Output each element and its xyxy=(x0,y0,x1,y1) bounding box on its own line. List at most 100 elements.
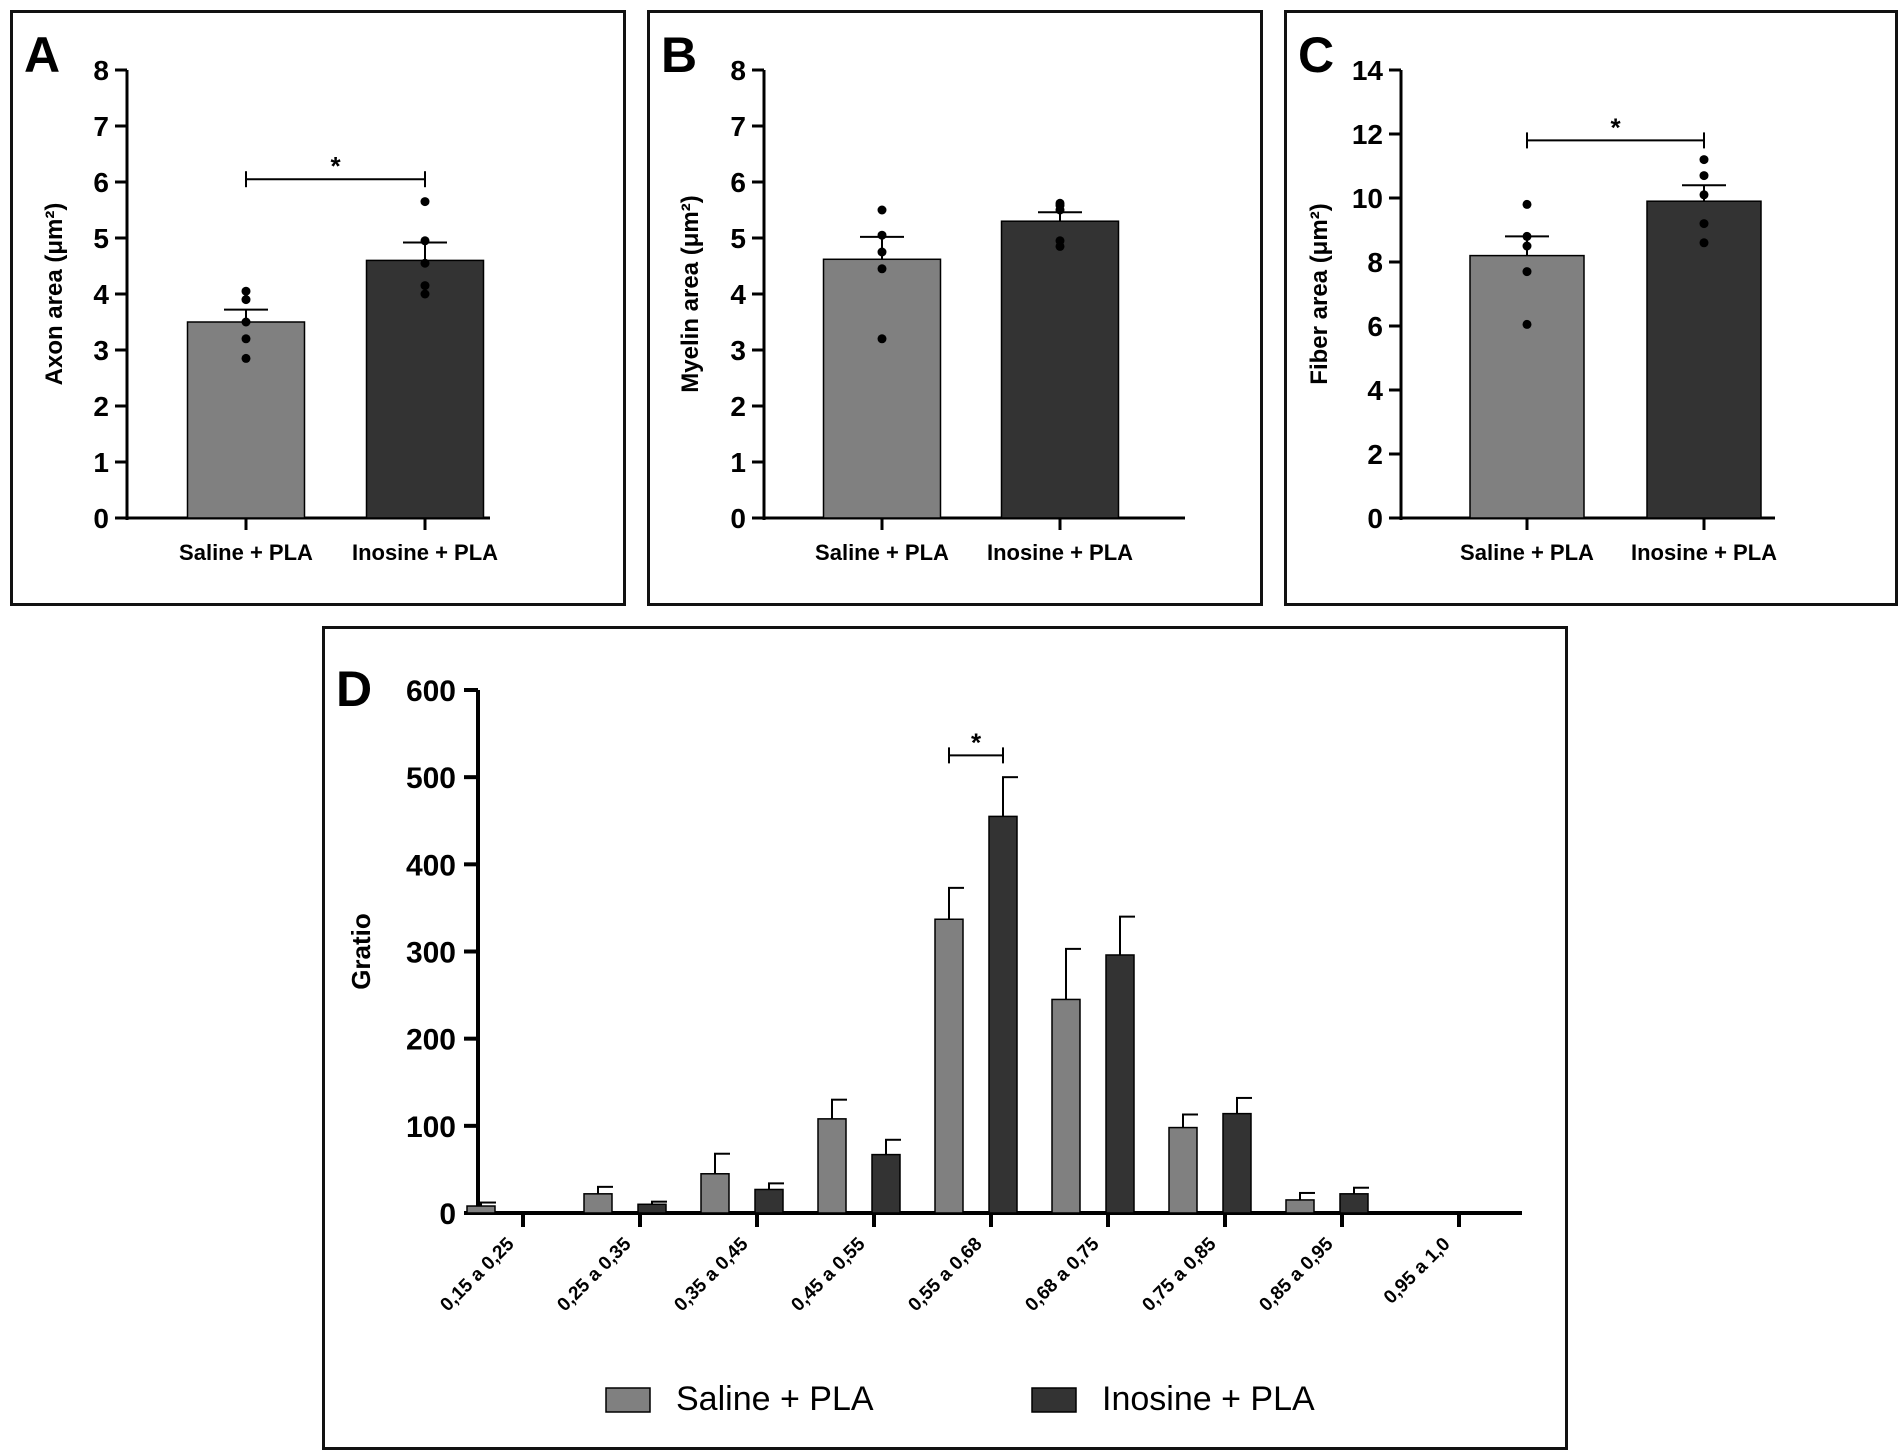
y-tick-label: 8 xyxy=(93,55,109,86)
panel-letter: A xyxy=(24,27,60,83)
x-category-label: 0,75 a 0,85 xyxy=(1138,1233,1220,1315)
data-point xyxy=(1522,241,1532,251)
data-point xyxy=(877,264,887,274)
x-category-label: Saline + PLA xyxy=(1460,540,1594,565)
legend-swatch xyxy=(1031,1387,1077,1413)
y-tick-label: 400 xyxy=(406,849,456,882)
y-tick-label: 14 xyxy=(1352,55,1384,86)
bar xyxy=(365,259,485,519)
y-tick-label: 6 xyxy=(93,167,109,198)
y-tick-label: 2 xyxy=(1367,439,1383,470)
data-point xyxy=(877,247,887,257)
y-tick-label: 1 xyxy=(730,447,746,478)
x-category-label: 0,15 a 0,25 xyxy=(436,1233,518,1315)
y-axis-label: Axon area (μm²) xyxy=(41,203,68,386)
data-point xyxy=(877,230,887,240)
y-tick-label: 0 xyxy=(439,1198,456,1231)
bar xyxy=(1469,254,1585,519)
y-tick-label: 6 xyxy=(1367,311,1383,342)
bar xyxy=(1000,220,1120,519)
bar xyxy=(700,1173,730,1214)
y-tick-label: 0 xyxy=(93,503,109,534)
data-point xyxy=(420,258,430,268)
bar xyxy=(466,1205,496,1214)
y-tick-label: 600 xyxy=(406,675,456,708)
data-point xyxy=(1055,241,1065,251)
data-point xyxy=(420,289,430,299)
panel-b xyxy=(647,10,1263,606)
legend-swatch xyxy=(605,1387,651,1413)
bar xyxy=(1646,200,1762,519)
data-point xyxy=(1522,319,1532,329)
bar xyxy=(637,1203,667,1214)
x-category-label: 0,68 a 0,75 xyxy=(1021,1233,1103,1315)
y-tick-label: 300 xyxy=(406,937,456,970)
data-point xyxy=(241,286,251,296)
y-axis-label: Myelin area (μm²) xyxy=(677,195,704,392)
data-point xyxy=(1699,219,1709,229)
y-tick-label: 100 xyxy=(406,1111,456,1144)
bar xyxy=(822,258,942,519)
y-tick-label: 4 xyxy=(1367,375,1383,406)
bar xyxy=(1168,1126,1198,1214)
x-category-label: Inosine + PLA xyxy=(352,540,498,565)
bar xyxy=(988,815,1018,1214)
y-tick-label: 2 xyxy=(93,391,109,422)
data-point xyxy=(877,334,887,344)
bar xyxy=(1222,1112,1252,1214)
y-tick-label: 1 xyxy=(93,447,109,478)
data-point xyxy=(1699,155,1709,165)
data-point xyxy=(1522,199,1532,209)
y-tick-label: 8 xyxy=(1367,247,1383,278)
legend-label: Inosine + PLA xyxy=(1102,1380,1315,1418)
x-category-label: 0,35 a 0,45 xyxy=(670,1233,752,1315)
significance-star: * xyxy=(1610,112,1621,142)
y-tick-label: 3 xyxy=(93,335,109,366)
data-point xyxy=(1699,171,1709,181)
data-point xyxy=(877,205,887,215)
legend-label: Saline + PLA xyxy=(676,1380,874,1418)
panel-c xyxy=(1284,10,1898,606)
x-category-label: Inosine + PLA xyxy=(987,540,1133,565)
y-tick-label: 4 xyxy=(93,279,109,310)
panel-a xyxy=(10,10,626,606)
bar xyxy=(583,1193,613,1214)
data-point xyxy=(241,334,251,344)
panel-letter: B xyxy=(661,27,697,83)
y-tick-label: 0 xyxy=(730,503,746,534)
y-tick-label: 500 xyxy=(406,762,456,795)
panel-letter: C xyxy=(1298,27,1334,83)
data-point xyxy=(1522,267,1532,277)
data-point xyxy=(241,353,251,363)
x-category-label: 0,95 a 1,0 xyxy=(1380,1234,1455,1309)
x-category-label: Inosine + PLA xyxy=(1631,540,1777,565)
data-point xyxy=(420,281,430,291)
data-point xyxy=(241,295,251,305)
bar xyxy=(754,1188,784,1214)
y-tick-label: 200 xyxy=(406,1024,456,1057)
data-point xyxy=(420,197,430,207)
y-tick-label: 3 xyxy=(730,335,746,366)
data-point xyxy=(420,236,430,246)
data-point xyxy=(1055,205,1065,215)
x-category-label: 0,55 a 0,68 xyxy=(904,1234,986,1316)
data-point xyxy=(1699,238,1709,248)
x-category-label: Saline + PLA xyxy=(179,540,313,565)
significance-star: * xyxy=(330,151,341,181)
bar xyxy=(1105,954,1135,1214)
data-point xyxy=(1522,231,1532,241)
bar xyxy=(1051,998,1081,1214)
bar xyxy=(1339,1193,1369,1214)
bar xyxy=(817,1118,847,1214)
y-tick-label: 12 xyxy=(1352,119,1383,150)
y-axis-label: Fiber area (μm²) xyxy=(1306,203,1333,384)
x-category-label: Saline + PLA xyxy=(815,540,949,565)
y-tick-label: 4 xyxy=(730,279,746,310)
panel-letter: D xyxy=(336,661,372,717)
bar xyxy=(1285,1199,1315,1214)
y-tick-label: 7 xyxy=(93,111,109,142)
y-tick-label: 7 xyxy=(730,111,746,142)
y-tick-label: 5 xyxy=(730,223,746,254)
bar xyxy=(934,918,964,1214)
y-tick-label: 0 xyxy=(1367,503,1383,534)
